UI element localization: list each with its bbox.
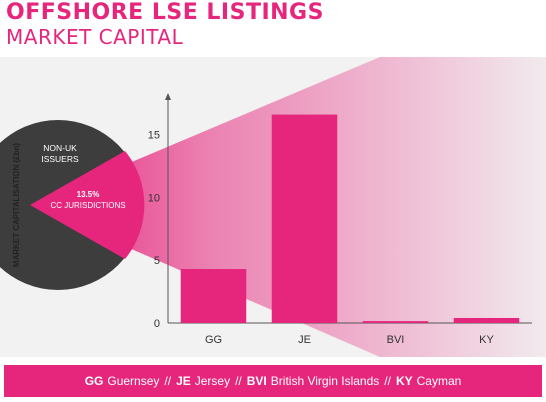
x-tick-label: BVI: [387, 334, 405, 346]
y-tick-label: 10: [148, 192, 160, 204]
y-tick-label: 0: [154, 318, 160, 330]
legend-name: Jersey: [194, 374, 231, 388]
x-tick-label: GG: [205, 334, 222, 346]
y-tick-label: 5: [154, 255, 160, 267]
pie-label-cc-value: 13.5%: [77, 190, 100, 199]
legend-name: British Virgin Islands: [270, 374, 380, 388]
legend-name: Cayman: [416, 374, 462, 388]
legend-code: KY: [395, 374, 413, 388]
legend-separator: //: [235, 374, 242, 388]
legend-code: JE: [176, 374, 191, 388]
pie-label-non-uk-line1: NON-UK ISSUERS: [41, 143, 79, 164]
legend-code: BVI: [246, 374, 267, 388]
legend-separator: //: [384, 374, 391, 388]
header: OFFSHORE LSE LISTINGS MARKET CAPITAL: [6, 0, 324, 49]
page-title: OFFSHORE LSE LISTINGS: [6, 0, 324, 25]
x-tick-label: KY: [479, 334, 494, 346]
y-axis-arrow: [165, 93, 171, 100]
pie-label-cc: CC JURISDICTIONS: [50, 201, 125, 210]
bar-je: [271, 114, 338, 323]
pie-slice-cc: [30, 151, 145, 259]
bar-bvi: [362, 321, 429, 323]
legend-code: GG: [84, 374, 104, 388]
y-tick-label: 15: [148, 130, 160, 142]
y-axis-label: MARKET CAPITALISATION (£bn): [12, 143, 21, 267]
bar-chart: NON-UK ISSUERS 13.5% CC JURISDICTIONS MAR…: [0, 57, 546, 357]
x-tick-label: JE: [298, 334, 311, 346]
bar-ky: [453, 317, 520, 323]
legend-separator: //: [164, 374, 172, 388]
page-subtitle: MARKET CAPITAL: [6, 25, 184, 49]
legend-name: Guernsey: [107, 374, 160, 388]
legend-footer: GG Guernsey // JE Jersey // BVI British Virgin …: [4, 365, 542, 397]
bar-gg: [180, 269, 247, 323]
